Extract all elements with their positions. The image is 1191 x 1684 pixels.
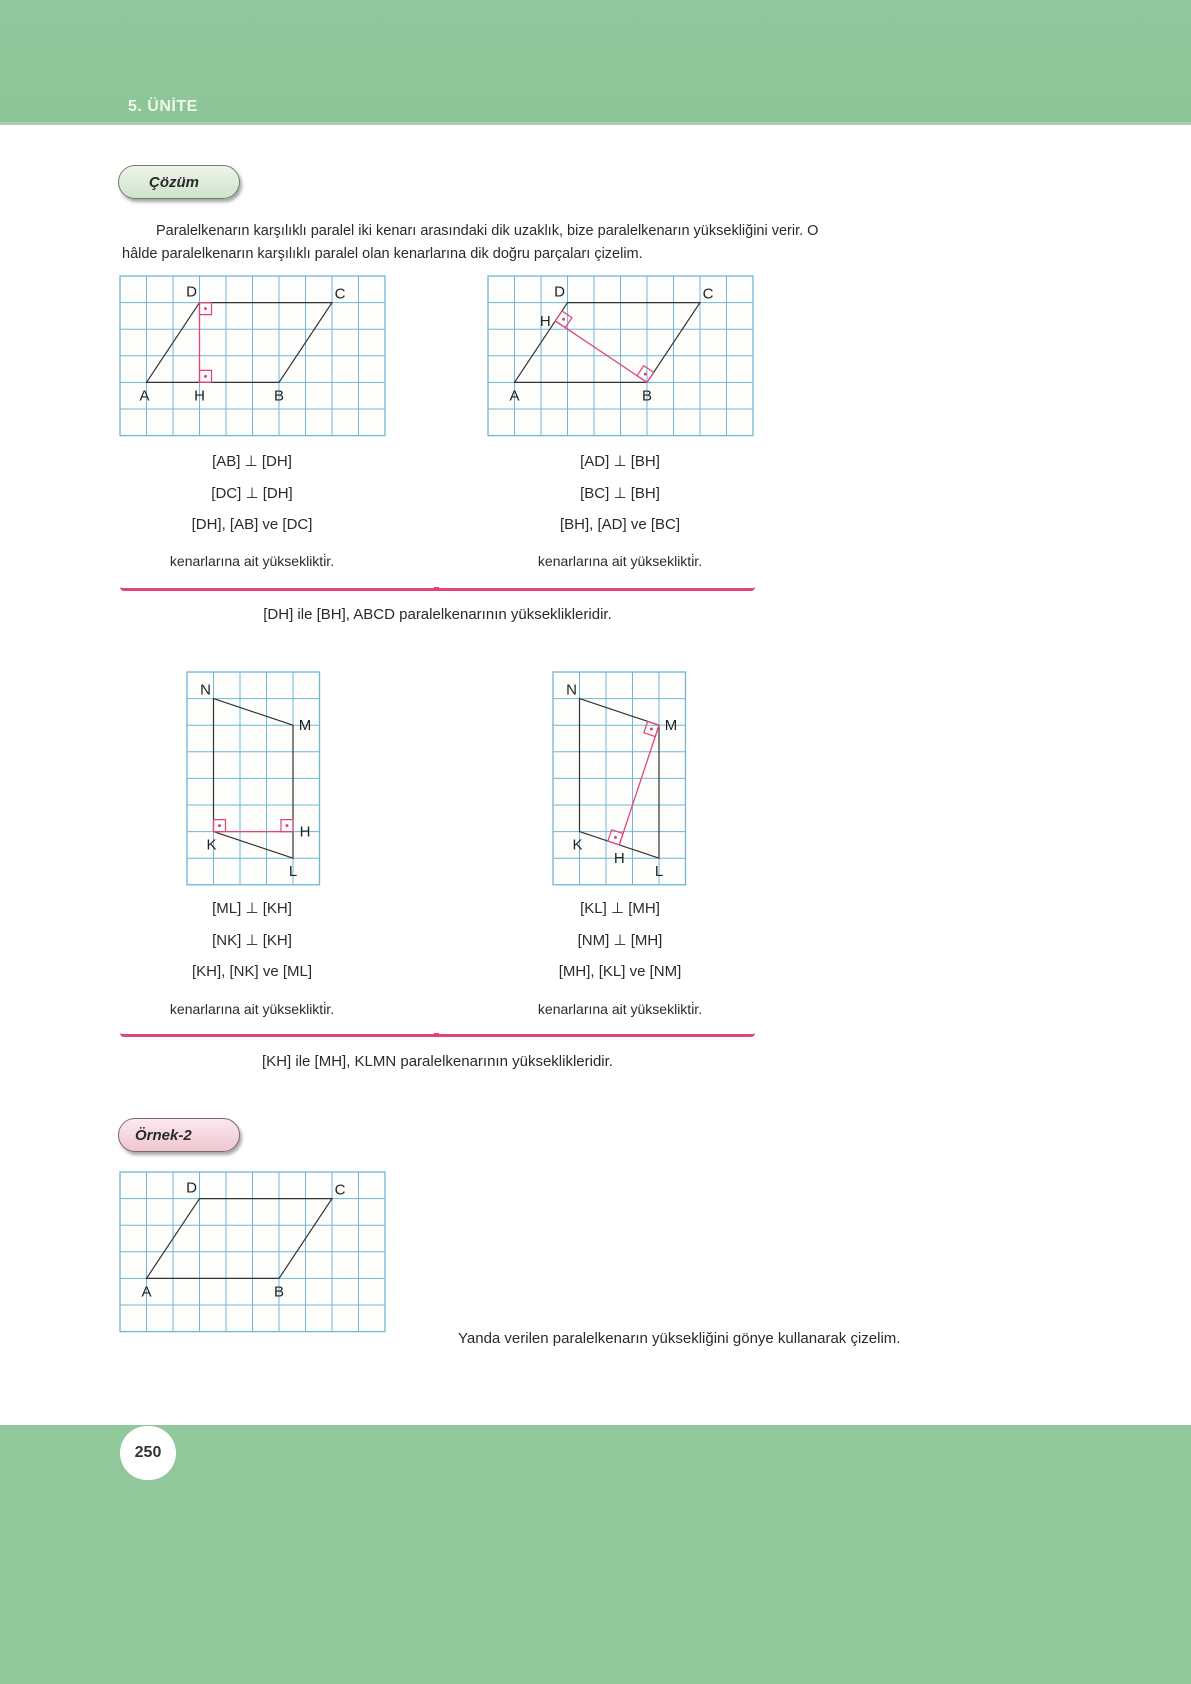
note-line: [AB] ⊥ [DH] <box>212 453 292 470</box>
vertex-label-B: B <box>274 387 284 404</box>
summary-abcd: [DH] ile [BH], ABCD paralelkenarının yük… <box>263 606 612 623</box>
parallelogram <box>212 697 294 860</box>
right-angle-dot <box>204 374 207 378</box>
figure-klmn-altitude-mh: N M K L H <box>552 671 687 886</box>
right-angle-dot <box>218 824 221 828</box>
note-line: [BC] ⊥ [BH] <box>580 485 660 502</box>
figure-example-abcd: A B C D <box>119 1171 386 1333</box>
right-angle-marker <box>636 364 655 384</box>
right-angle-dot <box>649 727 653 731</box>
solution-badge: Çözüm <box>118 165 240 199</box>
vertex-label-A: A <box>141 1283 151 1300</box>
altitude-segment <box>554 320 648 383</box>
parallelogram <box>145 1198 334 1280</box>
note-line: [DC] ⊥ [DH] <box>211 485 293 502</box>
right-angle-marker <box>643 720 660 738</box>
note-line: [ML] ⊥ [KH] <box>212 900 292 917</box>
note-line: [NK] ⊥ [KH] <box>212 932 292 949</box>
vertex-label-C: C <box>335 1182 346 1199</box>
note-line: [MH], [KL] ve [NM] <box>558 963 682 980</box>
vertex-label-B: B <box>642 387 652 404</box>
vertex-label-D: D <box>554 284 565 301</box>
intro-line: hâlde paralelkenarın karşılıklı paralel … <box>122 246 643 262</box>
right-angle-dot <box>613 835 617 839</box>
vertex-label-K: K <box>572 837 582 854</box>
note-line: [NM] ⊥ [MH] <box>577 932 663 949</box>
note-line: kenarlarına ait yükseklikti̇r. <box>169 1001 335 1017</box>
right-angle-dot <box>204 307 207 311</box>
right-angle-marker <box>554 310 573 329</box>
vertex-label-H: H <box>300 824 311 841</box>
vertex-label-C: C <box>703 286 714 303</box>
vertex-label-C: C <box>335 286 346 303</box>
page-number: 250 <box>120 1426 176 1480</box>
vertex-label-B: B <box>274 1283 284 1300</box>
brace-divider <box>120 1030 755 1037</box>
parallelogram <box>513 302 702 384</box>
vertex-label-K: K <box>206 837 216 854</box>
note-line: [BH], [AD] ve [BC] <box>559 516 681 533</box>
note-line: [AD] ⊥ [BH] <box>580 453 660 470</box>
vertex-label-H: H <box>194 387 205 404</box>
vertex-label-D: D <box>186 1180 197 1197</box>
right-angle-marker <box>212 819 227 833</box>
vertex-label-L: L <box>655 863 663 880</box>
page-header <box>0 0 1191 125</box>
vertex-label-H: H <box>614 850 625 867</box>
note-line: [KL] ⊥ [MH] <box>580 900 660 917</box>
right-angle-dot <box>285 824 289 828</box>
right-angle-dot <box>643 372 647 376</box>
right-angle-marker <box>280 819 294 833</box>
example-task: Yanda verilen paralelkenarın yüksekliğin… <box>458 1330 901 1347</box>
note-line: [DH], [AB] ve [DC] <box>191 516 313 533</box>
figure-abcd-altitude-dh: A B C D H <box>119 275 386 437</box>
unit-label: 5. ÜNİTE <box>128 98 198 115</box>
vertex-label-A: A <box>509 387 519 404</box>
vertex-label-M: M <box>299 717 312 734</box>
parallelogram <box>145 302 334 384</box>
brace-divider <box>120 584 755 591</box>
example-badge: Örnek-2 <box>118 1118 240 1152</box>
figure-klmn-altitude-kh: N M K L H <box>186 671 321 886</box>
figure-abcd-altitude-bh: A B C DH <box>487 275 754 437</box>
vertex-label-D: D <box>186 284 197 301</box>
intro-paragraph: Paralelkenarın karşılıklı paralel iki ke… <box>122 220 1082 266</box>
vertex-label-L: L <box>289 863 297 880</box>
right-angle-marker <box>198 369 213 384</box>
page-footer <box>0 1425 1191 1684</box>
note-line: kenarlarına ait yükseklikti̇r. <box>537 553 703 569</box>
summary-klmn: [KH] ile [MH], KLMN paralelkenarının yük… <box>262 1053 613 1070</box>
vertex-label-M: M <box>665 717 678 734</box>
right-angle-marker <box>198 302 213 316</box>
vertex-label-N: N <box>200 682 211 699</box>
altitude-segment <box>618 724 660 846</box>
vertex-label-A: A <box>139 387 149 404</box>
note-line: kenarlarına ait yükseklikti̇r. <box>169 553 335 569</box>
intro-line: Paralelkenarın karşılıklı paralel iki ke… <box>156 223 819 239</box>
vertex-label-N: N <box>566 682 577 699</box>
note-line: [KH], [NK] ve [ML] <box>191 963 313 980</box>
vertex-label-H: H <box>540 313 551 330</box>
right-angle-marker <box>607 828 624 846</box>
note-line: kenarlarına ait yükseklikti̇r. <box>537 1001 703 1017</box>
right-angle-dot <box>562 317 566 321</box>
